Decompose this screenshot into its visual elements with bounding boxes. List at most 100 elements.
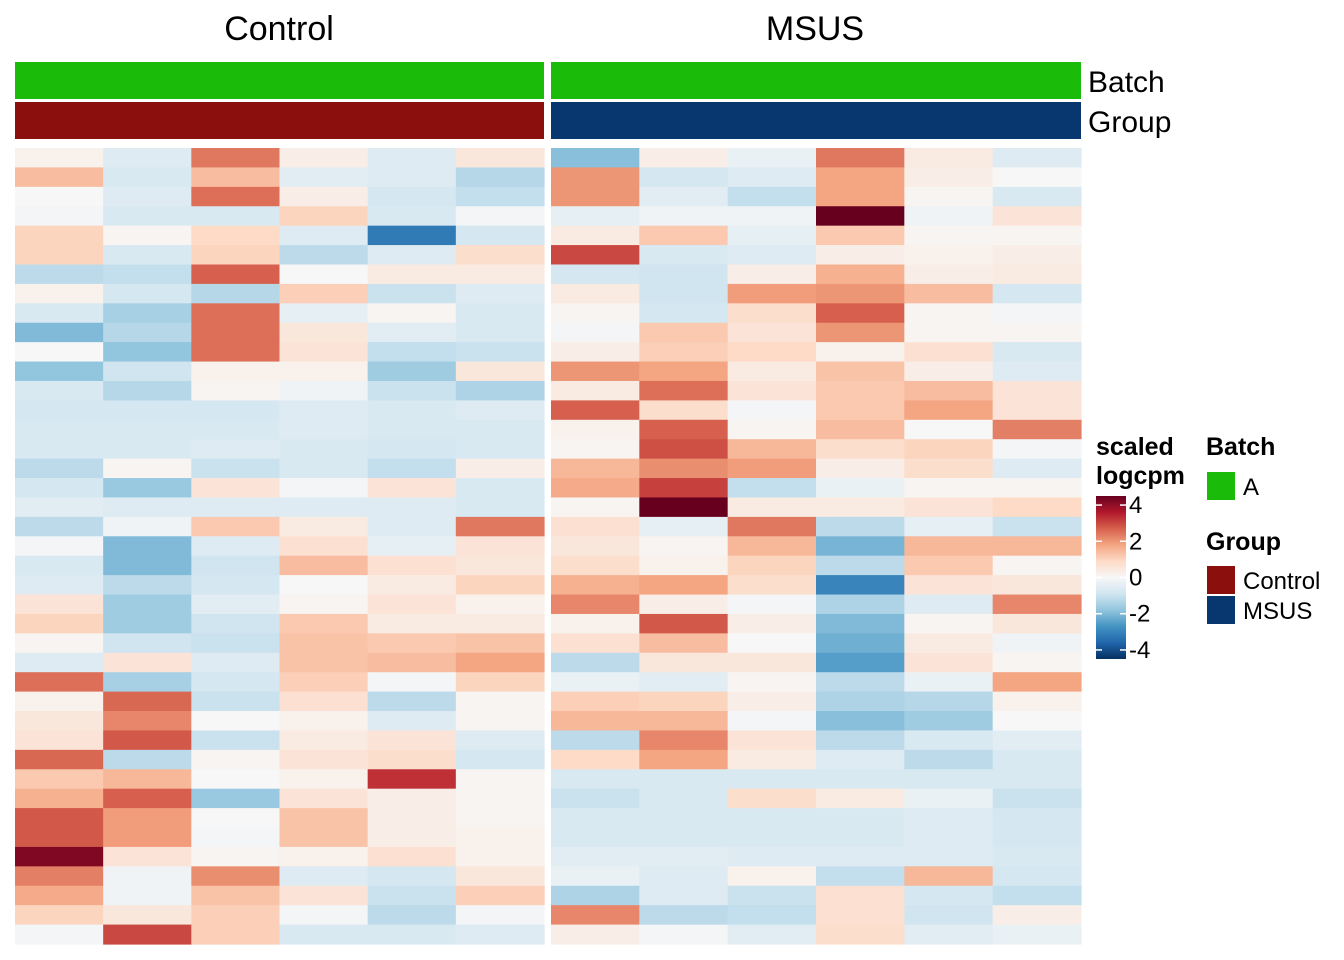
heatmap-cell — [455, 672, 545, 693]
heatmap-cell — [551, 846, 640, 867]
heatmap-cell — [816, 769, 905, 790]
heatmap-cell — [639, 167, 729, 188]
heatmap-cell — [15, 361, 104, 382]
heatmap-cell — [103, 342, 192, 363]
heatmap-cell — [103, 380, 192, 401]
heatmap-cell — [551, 788, 640, 809]
heatmap-cell — [551, 711, 640, 732]
heatmap-cell — [551, 186, 640, 207]
heatmap-cell — [639, 245, 729, 266]
heatmap-cell — [904, 808, 994, 829]
batch-legend-swatch-a — [1207, 472, 1235, 500]
heatmap-cell — [367, 342, 457, 363]
heatmap-cell — [727, 672, 817, 693]
heatmap-cell — [191, 225, 281, 246]
heatmap-cell — [904, 303, 994, 324]
heatmap-cell — [551, 691, 640, 712]
heatmap-cell — [904, 788, 994, 809]
heatmap-cell — [455, 342, 545, 363]
heatmap-cell — [103, 536, 192, 557]
heatmap-cell — [727, 885, 817, 906]
heatmap-cell — [15, 788, 104, 809]
group-annotation-label: Group — [1088, 106, 1171, 139]
heatmap-cell — [279, 245, 369, 266]
heatmap-cell — [816, 322, 905, 343]
heatmap-cell — [191, 575, 281, 596]
heatmap-cell — [279, 691, 369, 712]
group-legend-label-msus: MSUS — [1243, 598, 1312, 625]
heatmap-cell — [191, 885, 281, 906]
heatmap-cell — [279, 303, 369, 324]
heatmap-cell — [904, 711, 994, 732]
heatmap-cell — [103, 225, 192, 246]
heatmap-cell — [727, 808, 817, 829]
heatmap-cell — [191, 633, 281, 654]
heatmap-cell — [103, 846, 192, 867]
heatmap-cell — [367, 788, 457, 809]
heatmap-cell — [367, 905, 457, 926]
heatmap-cell — [191, 905, 281, 926]
heatmap-cell — [367, 536, 457, 557]
heatmap-cell — [367, 730, 457, 751]
heatmap-cell — [727, 380, 817, 401]
heatmap-cell — [367, 264, 457, 285]
heatmap-cell — [992, 516, 1082, 537]
group-legend-swatch-control — [1207, 566, 1235, 594]
heatmap-cell — [191, 283, 281, 304]
heatmap-cell — [15, 478, 104, 499]
heatmap-cell — [367, 575, 457, 596]
heatmap-cell — [727, 167, 817, 188]
heatmap-cell — [904, 283, 994, 304]
heatmap-cell — [367, 885, 457, 906]
heatmap-cell — [992, 652, 1082, 673]
heatmap-cell — [816, 711, 905, 732]
heatmap-cell — [904, 672, 994, 693]
heatmap-cell — [15, 536, 104, 557]
heatmap-cell — [191, 167, 281, 188]
heatmap-cell — [367, 711, 457, 732]
heatmap-cell — [816, 400, 905, 421]
heatmap-cell — [816, 633, 905, 654]
heatmap-cell — [816, 439, 905, 460]
heatmap-cell — [551, 419, 640, 440]
heatmap-cell — [367, 827, 457, 848]
heatmap-cell — [904, 885, 994, 906]
heatmap-cell — [639, 148, 729, 169]
heatmap-cell — [727, 342, 817, 363]
colorbar-tick-label: -2 — [1129, 601, 1150, 628]
colorbar-tick-label: 2 — [1129, 528, 1142, 555]
heatmap-cell — [992, 206, 1082, 227]
heatmap-cell — [904, 749, 994, 770]
heatmap-cell — [103, 613, 192, 634]
heatmap-cell — [367, 225, 457, 246]
heatmap-cell — [15, 575, 104, 596]
heatmap-cell — [191, 380, 281, 401]
heatmap-cell — [15, 400, 104, 421]
heatmap-cell — [992, 342, 1082, 363]
heatmap-cell — [992, 691, 1082, 712]
heatmap-cell — [816, 148, 905, 169]
heatmap-cell — [367, 613, 457, 634]
heatmap-cell — [992, 322, 1082, 343]
heatmap-cell — [816, 361, 905, 382]
heatmap-cell — [279, 730, 369, 751]
heatmap-cell — [367, 866, 457, 887]
heatmap-cell — [279, 225, 369, 246]
heatmap-cell — [639, 206, 729, 227]
heatmap-cell — [816, 672, 905, 693]
heatmap-cell — [15, 613, 104, 634]
heatmap-cell — [904, 148, 994, 169]
group-annotation-control — [15, 102, 544, 139]
heatmap-cell — [15, 846, 104, 867]
heatmap-cell — [455, 711, 545, 732]
heatmap-cell — [992, 711, 1082, 732]
heatmap-cell — [727, 186, 817, 207]
heatmap-cell — [103, 575, 192, 596]
heatmap-cell — [904, 400, 994, 421]
heatmap-cell — [639, 788, 729, 809]
heatmap-cell — [551, 322, 640, 343]
heatmap-cell — [727, 575, 817, 596]
heatmap-cell — [551, 827, 640, 848]
heatmap-cell — [367, 186, 457, 207]
heatmap-cell — [191, 808, 281, 829]
